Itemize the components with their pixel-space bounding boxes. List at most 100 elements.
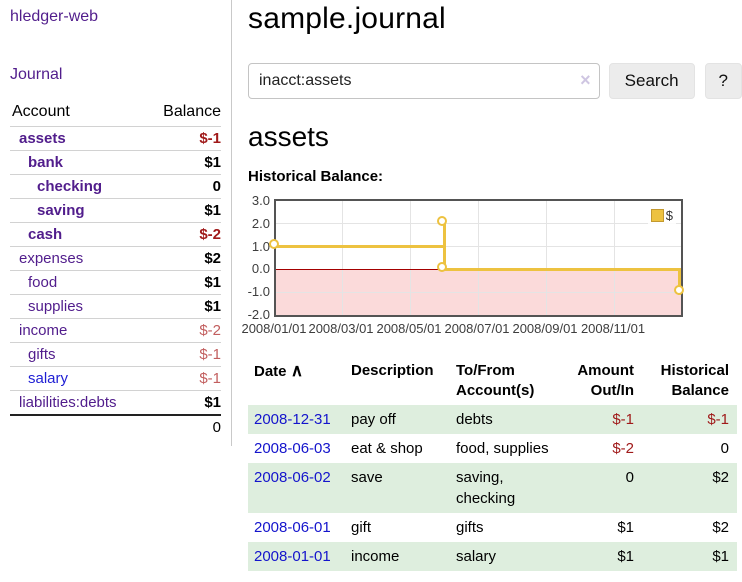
account-balance: $1: [204, 154, 221, 171]
data-point-marker: [436, 216, 447, 227]
account-link-income[interactable]: income: [19, 322, 68, 339]
series-line: [444, 267, 681, 271]
account-balance: $-2: [199, 226, 221, 243]
plot-area: $: [268, 199, 684, 317]
clear-search-icon[interactable]: ×: [580, 70, 591, 90]
account-row-income: income $-2: [10, 318, 221, 342]
x-tick: 2008/09/01: [512, 321, 578, 336]
account-balance: 0: [212, 178, 221, 195]
transaction-description: income: [345, 542, 450, 571]
account-link-expenses[interactable]: expenses: [19, 250, 84, 267]
account-row-bank: bank $1: [10, 150, 221, 174]
transaction-description: eat & shop: [351, 440, 423, 457]
chart-legend: $: [647, 206, 676, 225]
transaction-date-link[interactable]: 2008-12-31: [254, 411, 331, 428]
account-balance: $1: [204, 274, 221, 291]
search-button[interactable]: Search: [608, 63, 695, 99]
sidebar-item-journal[interactable]: Journal: [10, 66, 63, 83]
transaction-accounts: debts: [450, 405, 562, 434]
balance-column-header: Balance: [163, 103, 221, 120]
account-title: assets: [248, 121, 329, 152]
chart-title: Historical Balance:: [248, 168, 384, 185]
table-row: 2008-06-01 gift gifts $1 $2: [248, 513, 737, 542]
account-link-saving[interactable]: saving: [37, 202, 85, 219]
transaction-balance: $1: [642, 542, 737, 571]
transaction-amount: 0: [562, 463, 642, 513]
historical-balance-chart: 3.0 2.0 1.0 0.0 -1.0 -2.0: [241, 193, 684, 339]
series-line: [276, 245, 444, 249]
x-tick: 2008/03/01: [308, 321, 374, 336]
data-point-marker: [673, 284, 684, 295]
legend-label: $: [665, 208, 673, 223]
accounts-column-header: To/From Account(s): [456, 362, 535, 399]
account-row-salary: salary $-1: [10, 366, 221, 390]
account-row-liabilities-debts: liabilities:debts $1: [10, 390, 221, 414]
transaction-date-link[interactable]: 2008-06-02: [254, 469, 331, 486]
account-row-checking: checking 0: [10, 174, 221, 198]
account-balance: $2: [204, 250, 221, 267]
data-point-marker: [268, 239, 279, 250]
transaction-accounts: food, supplies: [456, 440, 549, 457]
amount-column-header: Amount Out/In: [577, 362, 634, 399]
y-tick: 0.0: [251, 261, 270, 277]
transaction-description: save: [345, 463, 450, 513]
account-link-liabilities-debts[interactable]: liabilities:debts: [19, 394, 117, 411]
transaction-balance: $2: [642, 463, 737, 513]
transaction-date-link[interactable]: 2008-06-01: [254, 519, 331, 536]
series-line: [678, 267, 681, 296]
legend-swatch: [650, 209, 664, 222]
account-link-salary[interactable]: salary: [28, 370, 69, 387]
transaction-accounts: saving, checking: [450, 463, 562, 513]
transaction-amount: $-1: [562, 405, 642, 434]
transaction-date-link[interactable]: 2008-06-03: [254, 440, 331, 457]
date-column-header[interactable]: Date ∧: [254, 361, 304, 380]
transaction-balance: $2: [712, 519, 729, 536]
register-table: Date ∧ Description To/From Account(s) Am…: [248, 361, 737, 571]
transaction-description: pay off: [345, 405, 450, 434]
search-input[interactable]: [248, 63, 600, 99]
y-tick: -2.0: [247, 307, 270, 322]
transaction-amount: $1: [617, 519, 634, 536]
y-tick: 1.0: [251, 238, 270, 254]
accounts-table: Account Balance assets $-1 bank $1 check…: [10, 100, 221, 438]
account-balance: $-2: [199, 322, 221, 339]
search-help-button[interactable]: ?: [704, 63, 742, 99]
account-link-cash[interactable]: cash: [28, 226, 63, 243]
balance-column-header: Historical Balance: [660, 362, 729, 399]
transaction-description: gift: [351, 519, 372, 536]
account-link-gifts[interactable]: gifts: [28, 346, 56, 363]
account-link-supplies[interactable]: supplies: [28, 298, 84, 315]
page-title: sample.journal: [248, 2, 446, 35]
account-balance: $1: [204, 394, 221, 411]
account-link-food[interactable]: food: [28, 274, 58, 291]
y-tick: -1.0: [247, 284, 270, 300]
app-title-link[interactable]: hledger-web: [10, 8, 99, 25]
table-row: 2008-06-02 save saving, checking 0 $2: [248, 463, 737, 513]
account-balance: $-1: [199, 130, 221, 147]
y-tick: 2.0: [251, 215, 270, 231]
table-row: 2008-12-31 pay off debts $-1 $-1: [248, 405, 737, 434]
transaction-date-link[interactable]: 2008-01-01: [254, 548, 331, 565]
account-row-supplies: supplies $1: [10, 294, 221, 318]
x-tick: 2008/01/01: [241, 321, 307, 336]
account-balance: $-1: [199, 370, 221, 387]
register-header-row: Date ∧ Description To/From Account(s) Am…: [248, 361, 737, 405]
accounts-table-header: Account Balance: [10, 100, 221, 126]
account-balance: $-1: [199, 346, 221, 363]
accounts-total-value: 0: [212, 418, 221, 436]
transaction-accounts: gifts: [456, 519, 484, 536]
transaction-accounts: salary: [450, 542, 562, 571]
account-link-checking[interactable]: checking: [37, 178, 103, 195]
accounts-column-header: Account: [12, 103, 70, 120]
main-content: sample.journal × Search ? assets Histori…: [241, 0, 742, 571]
account-link-bank[interactable]: bank: [28, 154, 64, 171]
transaction-balance: $-1: [642, 405, 737, 434]
account-row-cash: cash $-2: [10, 222, 221, 246]
table-row: 2008-01-01 income salary $1 $1: [248, 542, 737, 571]
account-link-assets[interactable]: assets: [19, 130, 66, 147]
transaction-amount: $1: [562, 542, 642, 571]
transaction-balance: 0: [720, 440, 729, 457]
y-tick: 3.0: [251, 193, 270, 208]
x-tick: 2008/07/01: [444, 321, 510, 336]
account-row-expenses: expenses $2: [10, 246, 221, 270]
